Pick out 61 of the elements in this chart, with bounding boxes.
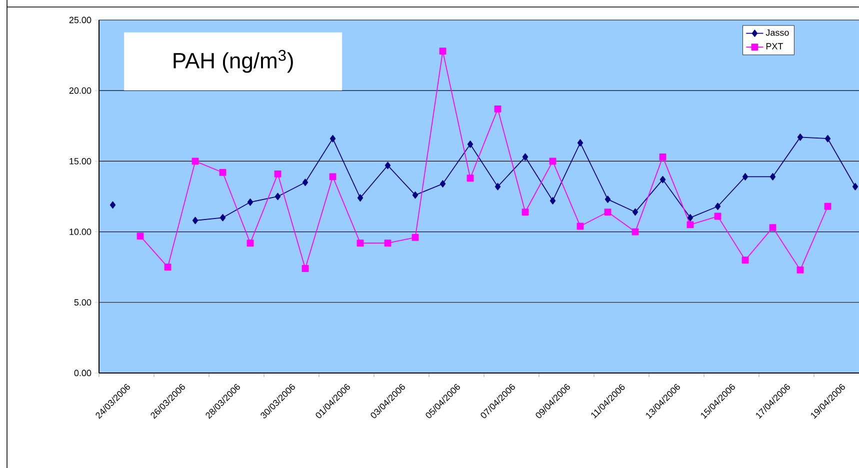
- point: [687, 214, 694, 222]
- point: [357, 194, 364, 202]
- point: [522, 153, 528, 161]
- y-tick-label: 5.00: [74, 299, 92, 306]
- y-tick-label: 10.00: [70, 228, 92, 235]
- point: [412, 191, 418, 199]
- point: [302, 178, 308, 186]
- point: [686, 221, 694, 228]
- point: [274, 192, 281, 200]
- point: [164, 264, 172, 271]
- text: PAH (ng/m$^{3}$): [174, 50, 293, 73]
- point: [136, 232, 144, 240]
- point: [796, 266, 804, 274]
- point: [494, 182, 501, 190]
- point: [220, 214, 226, 222]
- point: [824, 134, 831, 142]
- point: [439, 48, 446, 55]
- point: [412, 234, 419, 241]
- point: [192, 158, 199, 165]
- point: [384, 240, 392, 247]
- point: [659, 154, 666, 160]
- point: [632, 228, 639, 236]
- point: [329, 173, 336, 180]
- point: [494, 105, 502, 112]
- point: [742, 173, 748, 180]
- y-tick-label: 0.00: [74, 370, 92, 376]
- point: [522, 208, 529, 216]
- point: [330, 134, 336, 142]
- point: [604, 196, 611, 203]
- point: [247, 198, 254, 206]
- point: [824, 202, 832, 210]
- point: [356, 240, 364, 247]
- point: [576, 222, 584, 230]
- point: [466, 174, 474, 182]
- point: [192, 216, 198, 224]
- legend-label: PXT: [766, 43, 783, 50]
- point: [797, 134, 804, 141]
- point: [770, 173, 776, 180]
- point: [110, 201, 116, 209]
- point: [246, 240, 254, 247]
- point: [660, 176, 666, 184]
- point: [852, 182, 858, 190]
- y-tick-label: 25.00: [69, 16, 92, 24]
- y-tick-label: 20.00: [69, 87, 92, 94]
- point: [384, 162, 391, 170]
- point: [550, 197, 556, 204]
- point: [274, 170, 282, 178]
- y-tick-label: 15.00: [70, 158, 92, 164]
- legend-label: Jasso: [766, 29, 789, 36]
- point: [440, 180, 446, 188]
- point: [577, 139, 584, 146]
- point: [219, 169, 226, 176]
- point: [302, 265, 309, 272]
- point: [467, 140, 474, 148]
- point: [714, 202, 721, 210]
- point: [714, 212, 722, 220]
- point: [742, 256, 749, 264]
- point: [769, 224, 776, 232]
- point: [549, 158, 556, 165]
- point: [632, 208, 638, 216]
- point: [604, 208, 612, 216]
